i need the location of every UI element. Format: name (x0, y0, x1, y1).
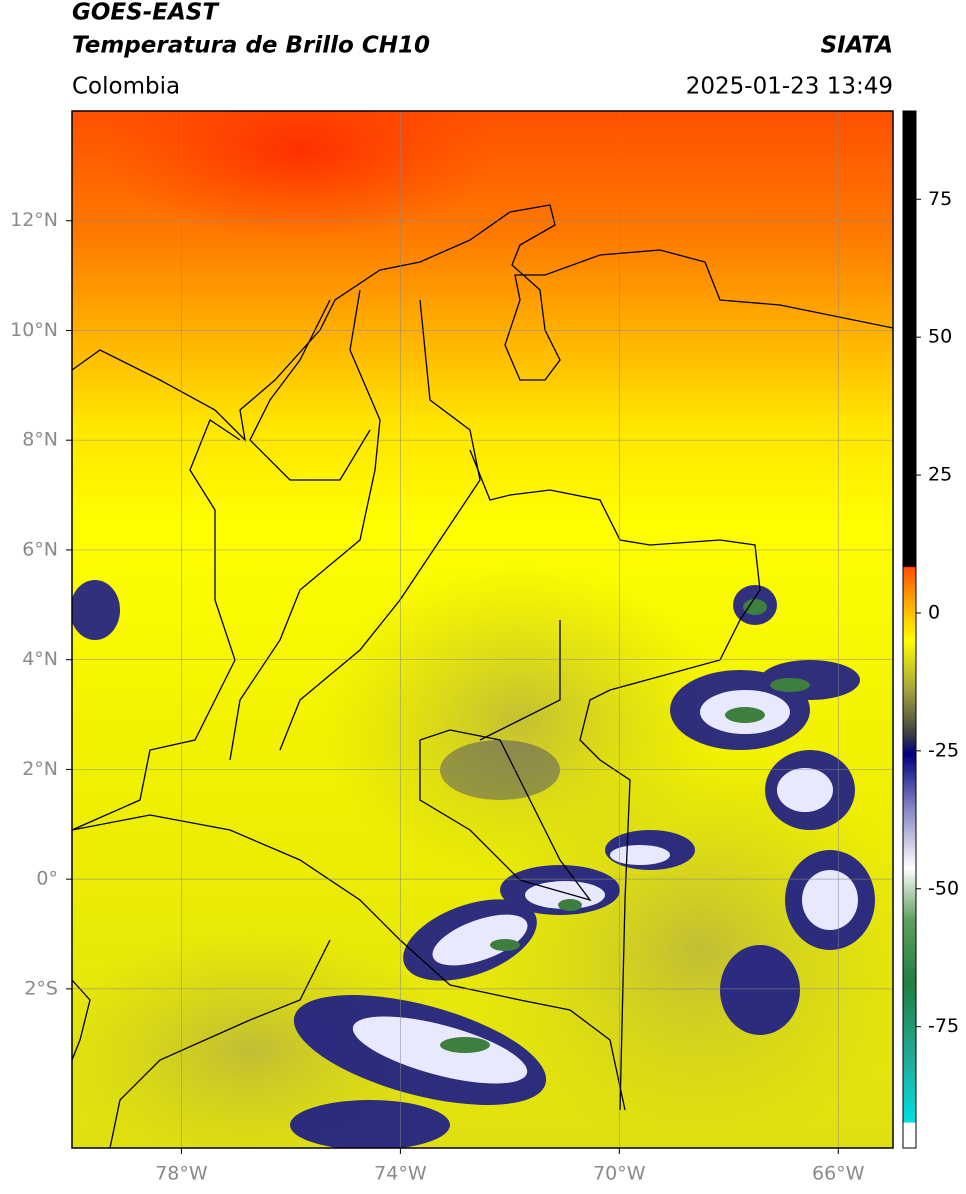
x-tick-label: 66°W (812, 1163, 865, 1185)
y-tick-label: 4°N (22, 648, 58, 670)
colorbar-label: -50 (928, 877, 959, 899)
satellite: GOES-EAST (72, 0, 220, 26)
agency: SIATA (821, 33, 893, 59)
y-tick-label: 2°N (22, 758, 58, 780)
y-tick-label: 6°N (22, 538, 58, 560)
map-frame (71, 110, 894, 1149)
y-tick-label: 10°N (10, 319, 58, 341)
x-tick-label: 78°W (155, 1163, 208, 1185)
y-tick-label: 0° (36, 868, 58, 890)
colorbar (902, 110, 917, 1149)
colorbar-label: 0 (928, 601, 940, 623)
x-tick-label: 74°W (374, 1163, 427, 1185)
x-tick-label: 70°W (593, 1163, 646, 1185)
product: Temperatura de Brillo CH10 (72, 33, 430, 59)
colorbar-label: 25 (928, 464, 952, 486)
region: Colombia (72, 74, 180, 100)
satellite-image (72, 111, 893, 1148)
datetime: 2025-01-23 13:49 (686, 74, 893, 100)
y-tick-label: 8°N (22, 429, 58, 451)
y-tick-label: 12°N (10, 209, 58, 231)
colorbar-label: -75 (928, 1015, 959, 1037)
colorbar-label: 50 (928, 326, 952, 348)
colorbar-label: -25 (928, 739, 959, 761)
colorbar-label: 75 (928, 188, 952, 210)
y-tick-label: 2°S (24, 977, 58, 999)
graticule (72, 111, 893, 1148)
